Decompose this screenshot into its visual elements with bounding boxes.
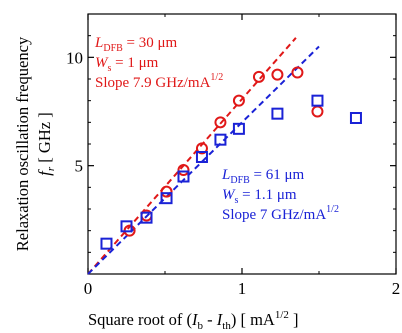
- blue-fit-line: [87, 45, 320, 275]
- red-annotation: LDFB = 30 μm Ws = 1 μm Slope 7.9 GHz/mA1…: [94, 35, 223, 91]
- axis-ticks: 0 1 2 5 10: [66, 14, 400, 298]
- blue-square-point: [195, 151, 208, 163]
- x-tick-label: 1: [238, 279, 247, 298]
- y-axis-label-line1: Relaxation oscillation frequency: [13, 36, 32, 251]
- red-slope-label: Slope 7.9 GHz/mA1/2: [95, 72, 223, 91]
- blue-annotation: LDFB = 61 μm Ws = 1.1 μm Slope 7 GHz/mA1…: [221, 167, 339, 223]
- y-tick-label: 10: [66, 48, 83, 67]
- red-fit-line: [87, 37, 297, 275]
- blue-square-point: [349, 112, 362, 124]
- blue-square-point: [214, 133, 227, 146]
- data-markers: [100, 66, 362, 250]
- x-tick-label: 0: [84, 279, 93, 298]
- fit-lines: [87, 37, 320, 275]
- red-circle-point: [232, 94, 245, 107]
- blue-slope-label: Slope 7 GHz/mA1/2: [222, 204, 339, 223]
- y-tick-label: 5: [75, 157, 84, 176]
- red-length-label: LDFB = 30 μm: [94, 35, 178, 54]
- blue-square-point: [311, 94, 324, 107]
- y-axis-label: Relaxation oscillation frequency fr [ GH…: [13, 36, 57, 251]
- red-width-label: Ws = 1 μm: [95, 55, 159, 74]
- red-circle-point: [195, 142, 208, 155]
- red-circle-point: [311, 105, 324, 118]
- y-axis-label-line2: fr [ GHz ]: [35, 112, 57, 175]
- blue-square-point: [100, 237, 113, 250]
- blue-length-label: LDFB = 61 μm: [221, 167, 305, 186]
- red-circle-point: [271, 68, 284, 81]
- red-circle-point: [214, 116, 227, 129]
- red-circle-point: [291, 66, 304, 79]
- red-circle-point: [252, 70, 265, 83]
- x-axis-label: Square root of (Ib - Ith) [ mA1/2 ]: [88, 309, 299, 332]
- blue-width-label: Ws = 1.1 μm: [222, 187, 297, 206]
- red-circle-point: [177, 164, 190, 176]
- red-circle-point: [160, 185, 173, 198]
- blue-square-point: [160, 192, 173, 205]
- blue-square-point: [120, 220, 133, 233]
- plot-area: [87, 13, 397, 275]
- x-tick-label: 2: [392, 279, 401, 298]
- blue-square-point: [140, 211, 153, 224]
- blue-square-point: [232, 122, 245, 135]
- blue-square-point: [271, 107, 284, 120]
- blue-square-point: [177, 170, 190, 183]
